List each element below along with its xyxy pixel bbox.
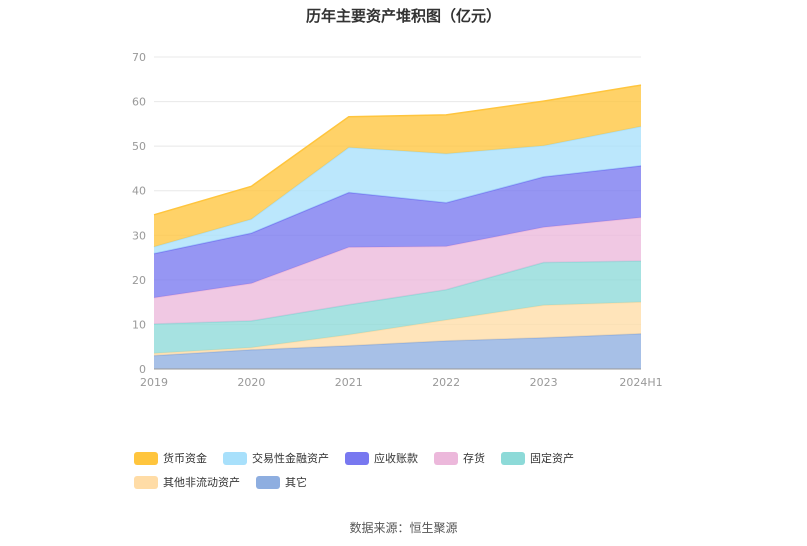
legend-label: 固定资产 xyxy=(530,452,574,465)
area-series-存货[interactable] xyxy=(154,217,641,325)
legend-label: 存货 xyxy=(463,452,485,465)
y-tick-label: 10 xyxy=(132,318,146,331)
legend-label: 货币资金 xyxy=(163,452,207,465)
axis-layer: 0 10 20 30 40 50 60 70 2019 2020 2021 2022 2023 2024H… xyxy=(132,51,663,389)
legend-label: 交易性金融资产 xyxy=(252,452,329,465)
legend-swatch xyxy=(345,451,369,465)
legend-label: 其它 xyxy=(285,476,307,489)
legend: 货币资金 交易性金融资产 应收账款 存货 固定资产其他非流动资产 其它 xyxy=(134,450,694,490)
legend-item[interactable]: 其它 xyxy=(256,474,307,490)
legend-swatch xyxy=(434,451,458,465)
y-tick-label: 30 xyxy=(132,229,146,242)
x-tick-label: 2020 xyxy=(237,376,265,389)
legend-item[interactable]: 交易性金融资产 xyxy=(223,450,329,466)
legend-label: 其他非流动资产 xyxy=(163,476,240,489)
y-tick-label: 50 xyxy=(132,140,146,153)
y-tick-label: 60 xyxy=(132,96,146,109)
area-series-固定资产[interactable] xyxy=(154,261,641,354)
legend-item[interactable]: 固定资产 xyxy=(501,450,574,466)
legend-item[interactable]: 存货 xyxy=(434,450,485,466)
legend-label: 应收账款 xyxy=(374,452,418,465)
area-line-货币资金 xyxy=(153,84,642,216)
legend-swatch xyxy=(134,451,158,465)
y-tick-label: 0 xyxy=(139,363,146,376)
legend-swatch xyxy=(134,475,158,489)
area-series-交易性金融资产[interactable] xyxy=(154,126,641,254)
y-tick-label: 20 xyxy=(132,274,146,287)
area-series-其它[interactable] xyxy=(154,333,641,369)
area-line-其它 xyxy=(153,333,642,357)
x-tick-label: 2019 xyxy=(140,376,168,389)
legend-item[interactable]: 应收账款 xyxy=(345,450,418,466)
source-note: 数据来源：恒生聚源 xyxy=(349,521,458,535)
area-series-其他非流动资产[interactable] xyxy=(154,302,641,356)
legend-swatch xyxy=(501,451,525,465)
legend-swatch xyxy=(223,451,247,465)
x-tick-label: 2023 xyxy=(530,376,558,389)
legend-item[interactable]: 其他非流动资产 xyxy=(134,474,240,490)
legend-swatch xyxy=(256,475,280,489)
area-layer xyxy=(153,84,642,369)
x-tick-label: 2024H1 xyxy=(619,376,662,389)
y-tick-label: 40 xyxy=(132,185,146,198)
area-line-交易性金融资产 xyxy=(153,125,642,248)
x-tick-label: 2022 xyxy=(432,376,460,389)
area-series-应收账款[interactable] xyxy=(154,165,641,298)
chart-title: 历年主要资产堆积图（亿元） xyxy=(305,7,501,25)
x-tick-label: 2021 xyxy=(335,376,363,389)
y-tick-label: 70 xyxy=(132,51,146,64)
area-series-货币资金[interactable] xyxy=(154,85,641,247)
stacked-area-chart: 0 10 20 30 40 50 60 70 2019 2020 2021 2022 2023 2024H… xyxy=(132,51,663,389)
legend-item[interactable]: 货币资金 xyxy=(134,450,207,466)
